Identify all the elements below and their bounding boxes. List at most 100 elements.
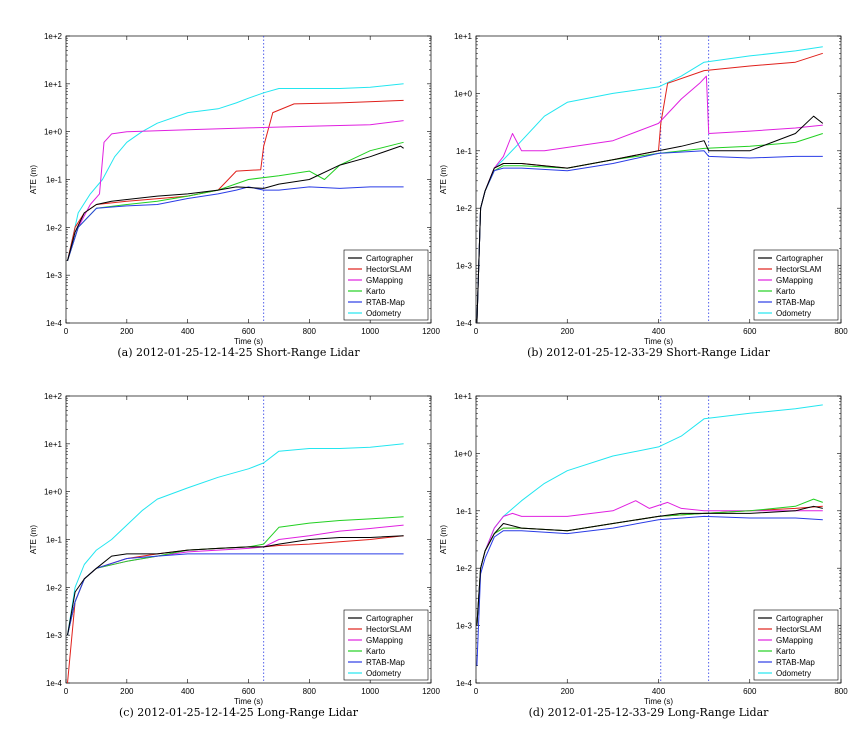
y-tick-label: 1e-4 (46, 319, 63, 328)
series-line-cartographer (476, 505, 823, 626)
series-line-gmapping (476, 500, 823, 626)
legend-entry: Karto (366, 287, 386, 296)
legend-entry: HectorSLAM (366, 625, 412, 634)
y-tick-label: 1e-1 (46, 536, 63, 545)
y-tick-label: 1e-4 (456, 319, 473, 328)
x-tick-label: 600 (743, 687, 757, 696)
legend-entry: HectorSLAM (776, 625, 822, 634)
x-tick-label: 1000 (361, 327, 379, 336)
legend-entry: Cartographer (776, 614, 823, 623)
legend-entry: Cartographer (776, 254, 823, 263)
legend-entry: RTAB-Map (366, 658, 405, 667)
x-tick-label: 0 (64, 327, 69, 336)
series-line-karto (67, 141, 404, 261)
series-line-cartographer (67, 535, 404, 636)
y-tick-label: 1e+2 (44, 392, 63, 401)
panel-caption: (d) 2012-01-25-12-33-29 Long-Range Lidar (529, 706, 770, 719)
legend-entry: HectorSLAM (366, 265, 412, 274)
y-tick-label: 1e+1 (454, 392, 473, 401)
legend-entry: Odometry (776, 669, 811, 678)
x-tick-label: 1200 (422, 687, 440, 696)
series-line-odometry (67, 443, 404, 636)
y-tick-label: 1e-3 (456, 262, 473, 271)
x-tick-label: 200 (120, 687, 134, 696)
series-line-cartographer (67, 145, 404, 261)
x-tick-label: 0 (474, 327, 479, 336)
y-axis-label: ATE (m) (29, 525, 38, 555)
legend-entry: GMapping (776, 636, 813, 645)
x-axis-label: Time (s) (234, 697, 263, 706)
chart-panel-4: 0 200 400 600 800 1e-4 1e-3 1e-2 1e-1 1e+0 1e+1 Tim… (439, 392, 848, 719)
x-tick-label: 1200 (422, 327, 440, 336)
legend-entry: GMapping (366, 636, 403, 645)
legend-entry: HectorSLAM (776, 265, 822, 274)
legend-frame (343, 249, 429, 321)
legend-entry: Karto (776, 287, 796, 296)
legend: Cartographer HectorSLAM GMapping Karto RTAB-… (343, 249, 429, 321)
y-tick-label: 1e+1 (44, 440, 63, 449)
x-tick-label: 400 (652, 327, 666, 336)
legend: Cartographer HectorSLAM GMapping Karto RTAB-… (343, 609, 429, 681)
x-tick-label: 800 (834, 687, 848, 696)
x-tick-label: 800 (303, 327, 317, 336)
y-tick-label: 1e+1 (454, 32, 473, 41)
y-tick-label: 1e-1 (456, 147, 473, 156)
series-line-rtab-map (476, 515, 823, 666)
x-tick-label: 400 (181, 327, 195, 336)
legend-entry: Cartographer (366, 254, 413, 263)
x-axis-label: Time (s) (234, 337, 263, 346)
series-line-rtab-map (67, 186, 404, 261)
y-axis-label: ATE (m) (29, 165, 38, 195)
y-tick-label: 1e+0 (44, 488, 63, 497)
y-tick-label: 1e+0 (44, 128, 63, 137)
chart-panel-1: 0 200 400 600 800 1000 1200 1e-4 1e-3 1e-2 1e-1 1e+… (29, 32, 440, 359)
y-axis-label: ATE (m) (439, 525, 448, 555)
series-line-odometry (476, 404, 823, 626)
x-tick-label: 600 (242, 327, 256, 336)
y-tick-label: 1e-2 (456, 564, 473, 573)
panel-caption: (c) 2012-01-25-12-14-25 Long-Range Lidar (119, 706, 359, 719)
legend-frame (753, 609, 839, 681)
legend-entry: GMapping (366, 276, 403, 285)
y-tick-label: 1e-2 (46, 583, 63, 592)
series-line-hectorslam (476, 505, 823, 626)
x-tick-label: 200 (120, 327, 134, 336)
y-tick-label: 1e-3 (46, 631, 63, 640)
x-tick-label: 0 (64, 687, 69, 696)
panel-caption: (a) 2012-01-25-12-14-25 Short-Range Lida… (117, 346, 360, 359)
legend: Cartographer HectorSLAM GMapping Karto RTAB-… (753, 249, 839, 321)
y-tick-label: 1e+0 (454, 89, 473, 98)
panel-caption: (b) 2012-01-25-12-33-29 Short-Range Lida… (527, 346, 770, 359)
series-line-hectorslam (67, 99, 404, 261)
y-tick-label: 1e-1 (456, 507, 473, 516)
x-tick-label: 200 (561, 687, 575, 696)
legend-frame (343, 609, 429, 681)
legend-entry: RTAB-Map (776, 298, 815, 307)
y-tick-label: 1e+0 (454, 449, 473, 458)
y-tick-label: 1e-1 (46, 176, 63, 185)
legend-entry: Karto (366, 647, 386, 656)
x-tick-label: 0 (474, 687, 479, 696)
legend: Cartographer HectorSLAM GMapping Karto RTAB-… (753, 609, 839, 681)
legend-entry: Odometry (366, 309, 401, 318)
chart-panel-3: 0 200 400 600 800 1000 1200 1e-4 1e-3 1e-2 1e-1 1e+… (29, 392, 440, 719)
legend-entry: RTAB-Map (776, 658, 815, 667)
series-line-gmapping (67, 120, 404, 261)
x-tick-label: 1000 (361, 687, 379, 696)
legend-entry: Odometry (366, 669, 401, 678)
legend-entry: RTAB-Map (366, 298, 405, 307)
legend-entry: Odometry (776, 309, 811, 318)
y-tick-label: 1e+2 (44, 32, 63, 41)
x-tick-label: 200 (561, 327, 575, 336)
legend-entry: GMapping (776, 276, 813, 285)
y-tick-label: 1e-4 (46, 679, 63, 688)
x-tick-label: 800 (834, 327, 848, 336)
x-axis-label: Time (s) (644, 697, 673, 706)
y-axis-label: ATE (m) (439, 165, 448, 195)
x-tick-label: 600 (743, 327, 757, 336)
legend-frame (753, 249, 839, 321)
x-tick-label: 400 (181, 687, 195, 696)
x-axis-label: Time (s) (644, 337, 673, 346)
x-tick-label: 400 (652, 687, 666, 696)
